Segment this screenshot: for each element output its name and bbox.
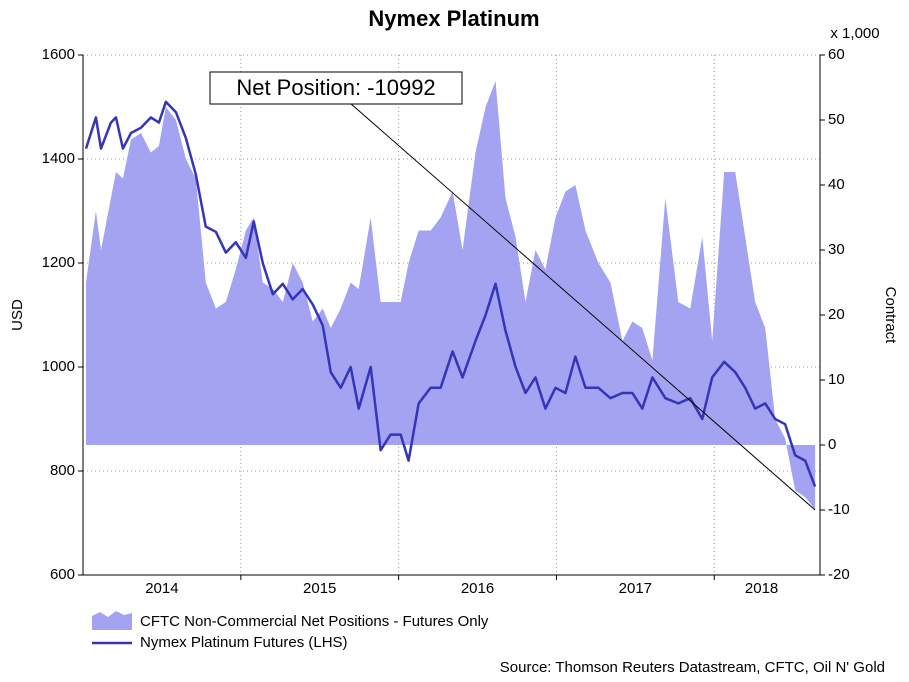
y-axis-label: USD: [9, 299, 26, 331]
annotation-box: [209, 71, 463, 105]
y-tick-label: 800: [50, 462, 75, 479]
y-tick-label: 1400: [42, 150, 75, 167]
y2-tick-label: 50: [828, 111, 845, 128]
annotation: Net Position: -10992: [236, 75, 435, 100]
chart-title: Nymex Platinum: [368, 6, 539, 31]
y-tick-label: 600: [50, 566, 75, 583]
annotation-line: [349, 102, 816, 511]
legend-swatch: [92, 611, 132, 630]
x-tick-label: 2015: [303, 580, 336, 597]
y-tick-label: 1200: [42, 254, 75, 271]
source: Source: Thomson Reuters Datastream, CFTC…: [500, 659, 885, 676]
y2-tick-label: -20: [828, 566, 850, 583]
y2-unit: x 1,000: [830, 25, 879, 42]
x-tick-label: 2017: [619, 580, 652, 597]
x-tick-label: 2014: [145, 580, 178, 597]
y2-tick-label: 20: [828, 306, 845, 323]
legend-label: CFTC Non-Commercial Net Positions - Futu…: [140, 613, 489, 630]
legend-label: Nymex Platinum Futures (LHS): [140, 634, 348, 651]
x-tick-label: 2016: [461, 580, 494, 597]
y2-tick-label: 30: [828, 241, 845, 258]
y2-tick-label: -10: [828, 501, 850, 518]
y2-tick-label: 10: [828, 371, 845, 388]
y2-tick-label: 0: [828, 436, 836, 453]
y2-tick-label: 40: [828, 176, 845, 193]
area: [85, 81, 816, 510]
y2-axis-label: Contract: [882, 287, 899, 345]
y-tick-label: 1600: [42, 46, 75, 63]
y2-tick-label: 60: [828, 46, 845, 63]
x-tick-label: 2018: [745, 580, 778, 597]
y-tick-label: 1000: [42, 358, 75, 375]
